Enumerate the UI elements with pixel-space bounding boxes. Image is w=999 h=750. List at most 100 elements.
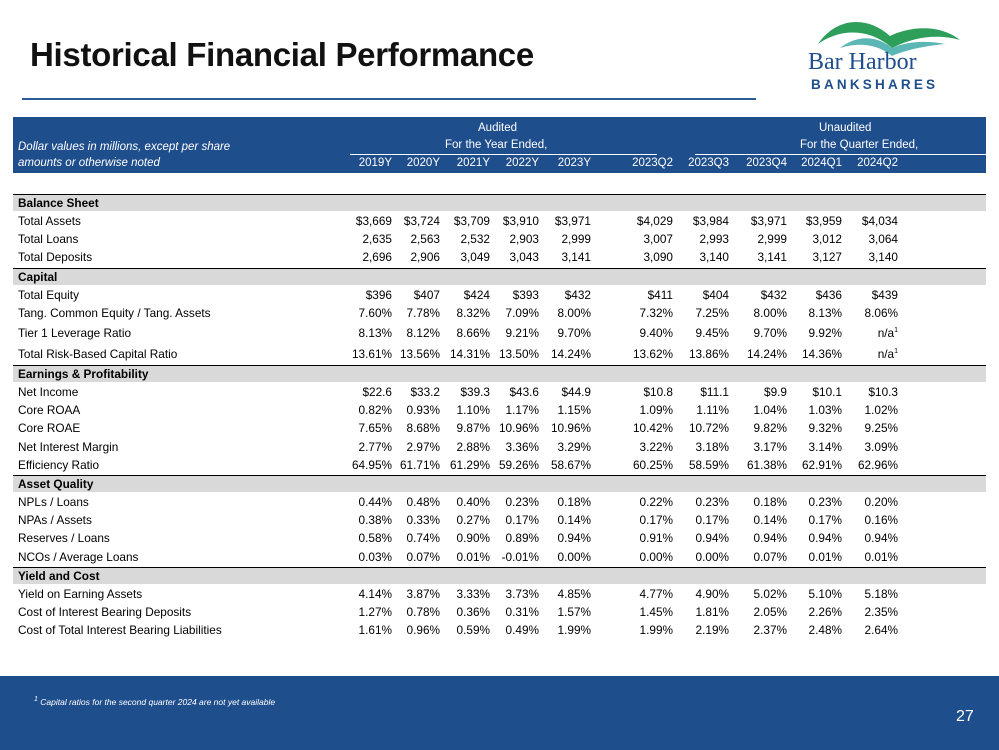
table-cell: 9.70% [727,326,787,340]
cell-value: 0.49% [505,623,539,638]
cell-value: $22.6 [362,385,392,399]
cell-value: $424 [463,287,490,302]
cell-value: 7.32% [639,305,673,320]
cell-value: 0.40% [456,495,490,509]
table-cell: 0.94% [669,531,729,545]
cell-value: 9.82% [753,421,787,436]
table-cell: 1.17% [479,403,539,417]
cell-value: 59.26% [498,457,539,472]
table-cell: 3,043 [479,250,539,264]
table-cell: 2,635 [332,232,392,246]
cell-value: 0.14% [753,513,787,528]
table-cell: $4,034 [838,214,898,228]
table-cell: 0.48% [380,495,440,509]
table-cell: 0.18% [531,495,591,509]
table-cell: $3,971 [727,214,787,228]
cell-value: 1.11% [696,403,729,418]
section-header: Asset Quality [13,475,986,492]
table-cell: 0.01% [782,550,842,564]
table-cell: 13.86% [669,347,729,361]
cell-value: 1.15% [557,403,591,418]
cell-value: 9.45% [695,326,729,340]
table-cell: 7.65% [332,421,392,435]
cell-value: 2.64% [864,623,898,638]
table-cell: 0.22% [613,495,673,509]
table-cell: 9.87% [430,421,490,435]
row-label: Core ROAE [18,421,81,436]
section-label: Asset Quality [18,477,94,491]
table-cell: 1.61% [332,623,392,637]
row-label: NPLs / Loans [18,495,89,509]
cell-value: 0.78% [406,605,440,619]
cell-value: 0.14% [557,513,591,528]
table-cell: 3.87% [380,587,440,601]
cell-value: 2.05% [753,605,787,619]
cell-value: 5.10% [808,586,842,601]
header-audited-sub: For the Year Ended, [445,139,548,151]
cell-value: 2.19% [695,623,729,638]
cell-value: 14.31% [449,347,490,361]
cell-value: $404 [702,287,729,302]
cell-value: 13.61% [351,347,392,361]
table-cell: 3.22% [613,440,673,454]
cell-value: 0.38% [358,513,392,528]
cell-value: 3,140 [868,250,898,265]
footnote-reference: 1 [894,348,898,356]
table-cell: 1.45% [613,605,673,619]
table-cell: $432 [531,288,591,302]
table-cell: 0.59% [430,623,490,637]
table-cell: $39.3 [430,385,490,399]
section-header: Earnings & Profitability [13,365,986,382]
table-cell: 13.56% [380,347,440,361]
table-cell: 2.26% [782,605,842,619]
cell-value: 2.97% [406,439,440,454]
table-cell: $22.6 [332,385,392,399]
cell-value: n/a [877,326,895,340]
cell-value: $432 [760,287,787,302]
cell-value: $44.9 [561,385,591,399]
cell-value: 3,141 [757,250,787,265]
table-cell: 10.96% [531,421,591,435]
title-divider [22,98,756,100]
table-cell: 2.77% [332,440,392,454]
cell-value: 1.02% [864,403,898,418]
table-cell: 13.50% [479,347,539,361]
row-label: Total Assets [18,214,81,228]
table-row: NPLs / Loans 0.44% 0.48% 0.40% 0.23% 0.18% 0.2… [13,494,986,512]
cell-value: 2,906 [410,250,440,265]
cell-value: 14.24% [746,347,787,361]
table-cell: 0.14% [531,513,591,527]
table-cell: 58.59% [669,458,729,472]
table-cell: $3,959 [782,214,842,228]
row-label: Cost of Total Interest Bearing Liabiliti… [18,623,222,638]
table-cell: $393 [479,288,539,302]
cell-value: $10.8 [643,385,673,399]
table-cell: -0.01% [479,550,539,564]
cell-value: 9.70% [557,326,591,340]
table-cell: 3,007 [613,232,673,246]
table-cell: $43.6 [479,385,539,399]
cell-value: 3.29% [557,439,591,454]
table-cell: 9.32% [782,421,842,435]
column-header: 2021Y [456,157,490,169]
table-cell: 0.89% [479,531,539,545]
table-cell: 2.19% [669,623,729,637]
table-row: Total Risk-Based Capital Ratio 13.61% 13.5… [13,344,986,365]
footnote-marker: 1 [34,696,38,704]
cell-value: 0.91% [639,531,673,546]
table-cell: 0.17% [479,513,539,527]
cell-value: 8.12% [406,326,440,340]
table-cell: 3.09% [838,440,898,454]
table-row: Core ROAE 7.65% 8.68% 9.87% 10.96% 10.96% 10.4… [13,420,986,438]
row-label: Net Income [18,385,79,399]
cell-value: $11.1 [700,385,729,399]
cell-value: 8.06% [864,305,898,320]
logo-subtitle: BANKSHARES [811,77,939,92]
row-label: Net Interest Margin [18,439,119,454]
header-unaudited-rule [695,154,986,155]
cell-value: 8.00% [557,305,591,320]
cell-value: 8.68% [406,421,440,436]
table-cell: 0.78% [380,605,440,619]
table-row: Cost of Total Interest Bearing Liabiliti… [13,622,986,640]
cell-value: 3,127 [812,250,842,265]
